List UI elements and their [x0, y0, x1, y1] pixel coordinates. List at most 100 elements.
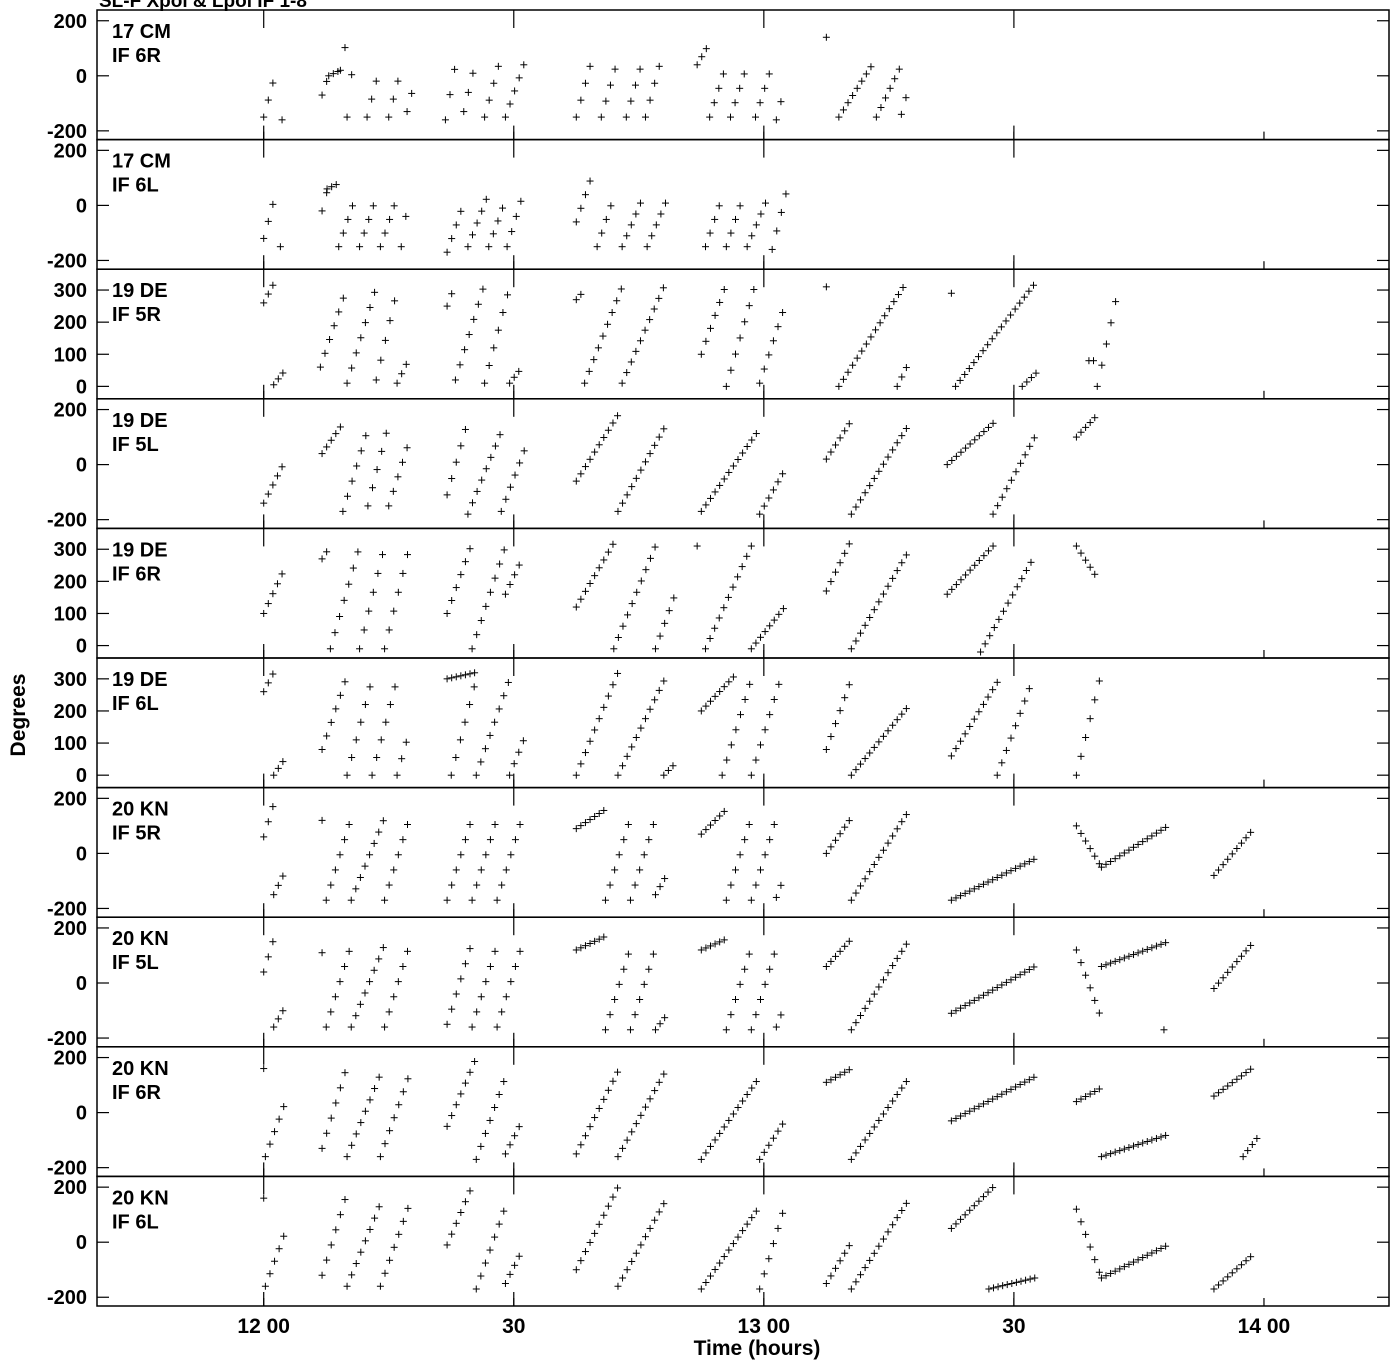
- data-point: [641, 458, 649, 466]
- data-point: [994, 502, 1002, 510]
- data-point: [1082, 423, 1090, 431]
- data-point: [637, 577, 645, 585]
- data-point: [1016, 1081, 1024, 1089]
- panel-station-label: 20 KN: [112, 1058, 169, 1080]
- data-point: [581, 1248, 589, 1256]
- data-point: [457, 442, 465, 450]
- data-point: [659, 284, 667, 292]
- data-point: [498, 1008, 506, 1016]
- data-point: [620, 965, 628, 973]
- data-point: [779, 470, 787, 478]
- data-point: [893, 825, 901, 833]
- data-point: [1091, 570, 1099, 578]
- data-point: [756, 99, 764, 107]
- y-tick-label: 200: [54, 140, 87, 162]
- panel-frame: [96, 916, 1390, 1048]
- data-points: [260, 803, 1255, 904]
- panel-frame: [96, 1175, 1390, 1307]
- data-point: [1111, 855, 1119, 863]
- data-point: [875, 983, 883, 991]
- data-point: [845, 681, 853, 689]
- data-point: [1112, 298, 1120, 306]
- data-point: [394, 588, 402, 596]
- panel-if-label: IF 6L: [112, 693, 159, 715]
- data-point: [711, 817, 719, 825]
- data-point: [1091, 1256, 1099, 1264]
- data-point: [470, 683, 478, 691]
- data-point: [822, 745, 830, 753]
- data-point: [725, 1246, 733, 1254]
- data-point: [591, 1114, 599, 1122]
- data-point: [473, 487, 481, 495]
- data-point: [739, 1227, 747, 1235]
- data-point: [356, 645, 364, 653]
- data-point: [577, 944, 585, 952]
- data-point: [1134, 840, 1142, 848]
- data-point: [457, 672, 465, 680]
- data-point: [591, 448, 599, 456]
- data-point: [706, 324, 714, 332]
- data-point: [1027, 374, 1035, 382]
- data-point: [601, 1026, 609, 1034]
- data-point: [1077, 549, 1085, 557]
- data-point: [993, 984, 1001, 992]
- data-point: [997, 323, 1005, 331]
- data-point: [720, 1253, 728, 1261]
- data-point: [332, 1226, 340, 1234]
- data-point: [1215, 866, 1223, 874]
- data-point: [595, 564, 603, 572]
- data-point: [966, 999, 974, 1007]
- data-point: [448, 674, 456, 682]
- data-point: [1017, 1277, 1025, 1285]
- data-point: [1111, 1148, 1119, 1156]
- data-point: [857, 1012, 865, 1020]
- data-point: [1082, 1093, 1090, 1101]
- data-point: [506, 483, 514, 491]
- data-point: [655, 1078, 663, 1086]
- data-point: [627, 358, 635, 366]
- data-point: [491, 718, 499, 726]
- data-point: [1082, 734, 1090, 742]
- data-point: [989, 1284, 997, 1292]
- data-point: [491, 947, 499, 955]
- data-point: [884, 453, 892, 461]
- data-point: [977, 648, 985, 656]
- data-point: [1021, 968, 1029, 976]
- data-point: [501, 1150, 509, 1158]
- data-point: [762, 199, 770, 207]
- data-point: [260, 113, 268, 121]
- data-point: [1210, 985, 1218, 993]
- data-point: [765, 494, 773, 502]
- data-point: [861, 489, 869, 497]
- data-point: [390, 607, 398, 615]
- data-point: [378, 447, 386, 455]
- data-point: [364, 502, 372, 510]
- data-point: [398, 370, 406, 378]
- data-point: [706, 229, 714, 237]
- y-tick-label: -200: [47, 510, 87, 532]
- data-point: [341, 1196, 349, 1204]
- data-point: [465, 331, 473, 339]
- data-point: [723, 756, 731, 764]
- data-point: [648, 232, 656, 240]
- data-point: [623, 752, 631, 760]
- data-point: [727, 1011, 735, 1019]
- data-point: [720, 475, 728, 483]
- data-point: [331, 993, 339, 1001]
- data-point: [736, 980, 744, 988]
- data-point: [1102, 1151, 1110, 1159]
- data-point: [890, 298, 898, 306]
- data-point: [716, 688, 724, 696]
- data-point: [264, 290, 272, 298]
- data-point: [1247, 1065, 1255, 1073]
- data-point: [849, 361, 857, 369]
- data-point: [1134, 1256, 1142, 1264]
- data-point: [1148, 1249, 1156, 1257]
- data-point: [473, 219, 481, 227]
- data-point: [395, 1101, 403, 1109]
- data-point: [741, 695, 749, 703]
- data-point: [376, 243, 384, 251]
- data-point: [1093, 382, 1101, 390]
- data-point: [331, 866, 339, 874]
- data-point: [1102, 340, 1110, 348]
